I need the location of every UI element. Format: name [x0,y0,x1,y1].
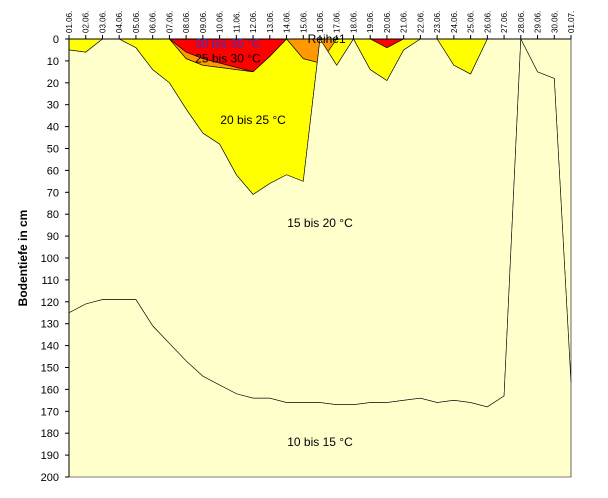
y-tick-label: 30 [47,100,59,112]
y-tick-label: 40 [47,122,59,134]
x-tick-label: 29.06. [534,11,543,33]
area-label-3: 20 bis 25 °C [220,113,286,127]
x-tick-label: 02.06. [82,11,91,33]
y-axis-label: Bodentiefe in cm [16,210,30,307]
x-tick-label: 10.06. [216,11,225,33]
area-label-2: 25 bis 30 °C [195,52,261,66]
y-tick-label: 10 [47,56,59,68]
y-tick-label: 100 [41,253,59,265]
x-tick-label: 06.06. [149,11,158,33]
area-band-5 [68,37,572,478]
y-tick-label: 90 [47,231,59,243]
x-tick-label: 19.06. [366,11,375,33]
y-tick-label: 170 [41,406,59,418]
y-tick-label: 150 [41,363,59,375]
y-tick-label: 190 [41,450,59,462]
x-tick-label: 17.06. [333,11,342,33]
y-tick-label: 70 [47,187,59,199]
chart-areas [68,37,572,478]
x-tick-label: 14.06. [283,11,292,33]
area-label-6: Reihe1 [308,32,346,46]
x-tick-label: 27.06. [500,11,509,33]
area-label-1: 30 bis 35 °C [195,36,261,50]
area-label-4: 15 bis 20 °C [287,216,353,230]
y-tick-label: 130 [41,319,59,331]
x-axis: 01.06. 02.06. 03.06. 04.06. 05.06. 06.06. 07.0… [65,11,576,40]
y-tick-label: 180 [41,428,59,440]
x-tick-label: 23.06. [433,11,442,33]
x-tick-label: 11.06. [232,11,241,33]
y-tick-label: 120 [41,297,59,309]
y-tick-label: 200 [41,472,59,484]
x-tick-label: 15.06. [299,11,308,33]
x-tick-label: 03.06. [98,11,107,33]
x-tick-label: 09.06. [199,11,208,33]
y-tick-label: 140 [41,341,59,353]
x-tick-label: 04.06. [115,11,124,33]
x-tick-label: 16.06. [316,11,325,33]
x-tick-label: 28.06. [517,11,526,33]
area-labels: 30 bis 35 °C 25 bis 30 °C 20 bis 25 °C 15 b… [195,32,353,449]
x-tick-label: 22.06. [416,11,425,33]
x-tick-label: 24.06. [450,11,459,33]
y-axis: 0 10 20 30 40 50 60 70 80 90 100 110 120 130 140 150 160… [41,34,70,484]
x-tick-label: 13.06. [266,11,275,33]
x-tick-label: 25.06. [467,11,476,33]
x-tick-label: 20.06. [383,11,392,33]
x-tick-label: 30.06. [550,11,559,33]
x-tick-label: 05.06. [132,11,141,33]
x-tick-label: 21.06. [400,11,409,33]
x-tick-label: 18.06. [349,11,358,33]
y-tick-label: 80 [47,209,59,221]
x-tick-label: 01.06. [65,11,74,33]
y-tick-label: 110 [41,275,59,287]
y-tick-label: 50 [47,144,59,156]
x-tick-label: 01.07. [567,11,576,33]
x-tick-label: 08.06. [182,11,191,33]
area-label-5: 10 bis 15 °C [287,435,353,449]
y-tick-label: 160 [41,384,59,396]
x-tick-label: 07.06. [165,11,174,33]
y-tick-label: 20 [47,78,59,90]
y-tick-label: 0 [53,34,59,46]
y-tick-label: 60 [47,165,59,177]
x-tick-label: 26.06. [483,11,492,33]
x-tick-label: 12.06. [249,11,258,33]
